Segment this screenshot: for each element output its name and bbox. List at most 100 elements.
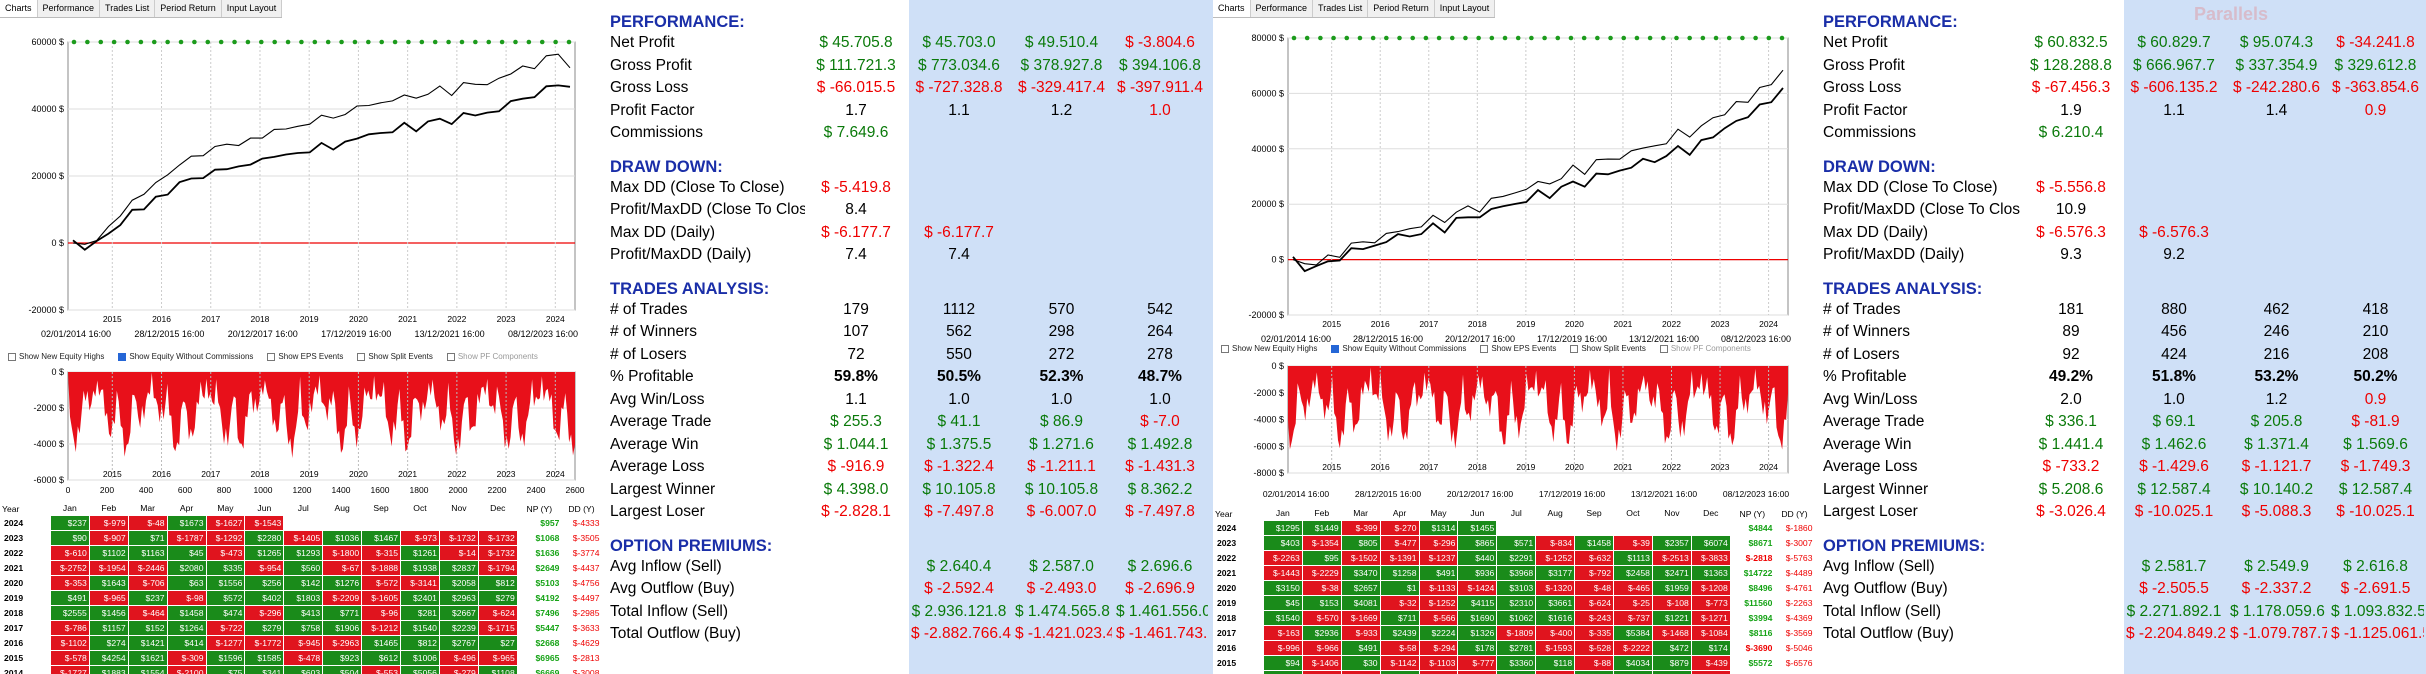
tab-period-return[interactable]: Period Return [155,0,222,17]
checkbox-icon[interactable] [1331,344,1340,353]
month-cell: $2310 [1496,594,1537,611]
year-tick-label: 2023 [497,469,516,479]
month-cell: $-38 [1301,579,1342,596]
month-cell: $-2229 [1301,564,1342,581]
stat-value: $ 336.1 [2045,413,2097,431]
tab-period-return[interactable]: Period Return [1368,0,1435,17]
x-tick-label: 1600 [371,485,390,495]
drawdown-year-cell: $-4489 [1785,567,1813,578]
checkbox-icon[interactable] [118,352,127,361]
stat-value: $ 10.105.8 [1024,480,1099,498]
tab-input-layout[interactable]: Input Layout [1435,0,1496,17]
table-row: 2017 $-786 $1157 $152 $1264 $-722 $279 $758 $190… [2,619,602,636]
option-label: Show New Equity Highs [19,352,105,361]
option-show-pf-components[interactable]: Show PF Components [446,352,538,361]
checkbox-icon[interactable] [357,352,366,361]
marker-dot [1291,35,1297,41]
column-header: Jul [297,503,309,514]
checkbox-icon[interactable] [1570,344,1579,353]
stats-panel: Parallels PERFORMANCE: Net Profit $ 60.832.… [1813,0,2426,674]
stat-value: $ -1.121.7 [2241,458,2312,476]
tab-charts[interactable]: Charts [1213,0,1251,17]
checkbox-icon[interactable] [267,352,276,361]
month-cell: $-58 [1379,639,1420,656]
column-header: Dec [490,503,506,514]
stat-value: 210 [2362,323,2389,341]
option-show-new-equity-highs[interactable]: Show New Equity Highs [1221,344,1317,353]
month-cell: $-1732 [477,529,518,546]
stat-value: $ 69.1 [2152,413,2196,431]
y-tick-label: -4000 $ [33,439,64,449]
month-cell [283,514,324,531]
option-show-split-events[interactable]: Show Split Events [1570,344,1646,353]
month-cell: $402 [244,589,285,606]
stat-row: # of Winners 107 562 298 264 [600,321,1208,344]
month-cell: $174 [1690,639,1731,656]
option-show-eps-events[interactable]: Show EPS Events [267,352,343,361]
table-row: 2018 $2555 $1456 $-464 $1458 $474 $-296 $413 $77… [2,604,602,621]
month-cell: $1596 [205,649,246,666]
stat-label: Max DD (Close To Close) [610,178,785,196]
drawdown-year-cell: $-4437 [572,562,600,573]
stat-value [2327,122,2424,145]
option-label: Show Equity Without Commissions [1342,344,1467,353]
checkbox-icon[interactable] [1659,344,1668,353]
checkbox-icon[interactable] [1480,344,1489,353]
option-show-new-equity-highs[interactable]: Show New Equity Highs [8,352,104,361]
month-cell: $5056 [400,664,440,674]
stat-value: 456 [2161,323,2187,341]
month-cell: $-473 [205,544,246,561]
month-cell: $1295 [1262,519,1303,536]
stat-value [805,556,907,579]
tab-input-layout[interactable]: Input Layout [222,0,283,17]
stat-label: Profit Factor [1823,101,1908,119]
month-cell: $2080 [166,559,207,576]
month-cell: $30 [1340,654,1381,671]
stat-value: 424 [2161,345,2187,363]
month-cell: $-777 [1457,654,1498,671]
marker-dot [1595,35,1600,41]
section-title: TRADES ANALYSIS: [1823,279,1983,298]
month-cell: $-624 [1574,594,1615,611]
watermark-text: Parallels [2194,4,2269,24]
checkbox-icon[interactable] [8,352,16,361]
month-cell: $1906 [322,619,363,636]
net-profit-year-cell: $11560 [1744,597,1773,608]
tab-performance[interactable]: Performance [1251,0,1314,17]
checkbox-icon[interactable] [1221,344,1229,353]
stat-row: Max DD (Daily) $ -6.177.7 $ -6.177.7 [600,222,1208,245]
option-show-equity-without-commissions[interactable]: Show Equity Without Commissions [1331,344,1466,353]
equity-chart-svg: 80000 $ 60000 $ 40000 $ 20000 $ 0 $ -20000 $ 2… [1248,33,1791,344]
checkbox-icon[interactable] [446,352,455,361]
stat-value: $ 666.967.7 [2133,56,2215,74]
month-cell: $3360 [1496,654,1537,671]
tab-trades-list[interactable]: Trades List [1313,0,1369,17]
month-cell: $403 [1262,534,1303,551]
option-show-eps-events[interactable]: Show EPS Events [1480,344,1556,353]
stat-value: 1.4 [2265,101,2288,119]
option-show-equity-without-commissions[interactable]: Show Equity Without Commissions [118,352,253,361]
option-label: Show PF Components [1670,344,1751,353]
stat-value: 1.7 [845,101,867,119]
column-header: Jan [1275,508,1290,519]
month-cell: $1467 [361,529,402,546]
table-row: 2017 $-163 $2936 $-933 $2439 $2224 $1326 $-1809… [1215,624,1815,641]
drawdown-year-cell: $-4497 [572,592,600,603]
net-profit-year-cell: $2668 [535,637,560,648]
tab-trades-list[interactable]: Trades List [100,0,156,17]
tab-performance[interactable]: Performance [38,0,101,17]
marker-dot [1384,35,1389,41]
column-header: Feb [1314,508,1330,519]
y-tick-label: 60000 $ [1251,88,1284,98]
option-show-pf-components[interactable]: Show PF Components [1659,344,1751,353]
month-cell: $1621 [127,649,168,666]
year-cell: 2021 [4,562,24,573]
stat-value: 1.1 [845,390,867,408]
stat-label: # of Trades [1823,300,1901,318]
tab-bar: Charts Performance Trades List Period Retur… [1213,0,1496,18]
date-tick-label: 20/12/2017 16:00 [1445,334,1515,344]
month-cell [1613,519,1653,536]
month-cell: $-1785 [1340,669,1381,674]
tab-charts[interactable]: Charts [0,0,38,17]
option-show-split-events[interactable]: Show Split Events [357,352,433,361]
